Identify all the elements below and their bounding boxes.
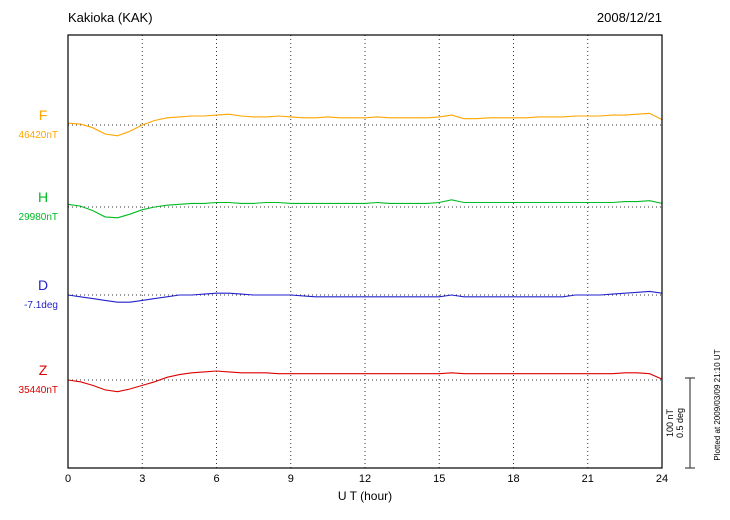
channel-baseline-value-F: 46420nT bbox=[19, 130, 58, 141]
x-tick-label-9: 9 bbox=[288, 473, 294, 485]
x-tick-label-21: 21 bbox=[582, 473, 594, 485]
plot-date: 2008/12/21 bbox=[597, 10, 662, 25]
station-title: Kakioka (KAK) bbox=[68, 10, 153, 25]
grid-layer bbox=[141, 35, 589, 468]
x-axis-label: U T (hour) bbox=[338, 489, 392, 503]
scale-label-nt: 100 nT bbox=[665, 408, 675, 437]
x-tick-label-0: 0 bbox=[65, 473, 71, 485]
x-tick-label-layer: 0 3 6 9 12 15 18 21 24 bbox=[65, 473, 668, 485]
trace-D bbox=[67, 290, 663, 303]
scale-label-deg: 0.5 deg bbox=[675, 408, 685, 438]
baseline-layer bbox=[68, 124, 662, 381]
x-tick-label-3: 3 bbox=[139, 473, 145, 485]
x-tick-label-24: 24 bbox=[656, 473, 668, 485]
x-tick-label-6: 6 bbox=[213, 473, 219, 485]
channel-baseline-value-Z: 35440nT bbox=[19, 385, 58, 396]
channel-baseline-value-H: 29980nT bbox=[19, 212, 58, 223]
scale-bar: 100 nT 0.5 deg bbox=[665, 377, 695, 469]
x-tick-label-12: 12 bbox=[359, 473, 371, 485]
trace-layer bbox=[67, 112, 663, 393]
trace-H bbox=[67, 199, 663, 219]
channel-letter-D: D bbox=[38, 277, 48, 293]
trace-F bbox=[67, 112, 663, 137]
trace-Z bbox=[67, 370, 663, 393]
channel-letter-F: F bbox=[39, 107, 48, 123]
channel-letter-Z: Z bbox=[39, 362, 48, 378]
x-tick-label-18: 18 bbox=[507, 473, 519, 485]
channel-baseline-value-D: -7.1deg bbox=[24, 300, 58, 311]
plotted-at-note: Plotted at 2009/03/09 21:10 UT bbox=[713, 349, 722, 460]
channel-letter-H: H bbox=[38, 189, 48, 205]
channel-label-layer: F 46420nT H 29980nT D -7.1deg Z 35440nT bbox=[19, 107, 58, 396]
plot-frame bbox=[67, 34, 663, 469]
x-tick-label-15: 15 bbox=[433, 473, 445, 485]
